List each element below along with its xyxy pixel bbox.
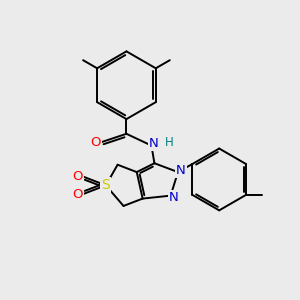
Text: O: O [72, 188, 83, 201]
Text: O: O [72, 170, 83, 183]
Text: N: N [169, 190, 178, 204]
Text: S: S [101, 178, 110, 192]
Text: H: H [165, 136, 173, 148]
Text: O: O [90, 136, 101, 149]
Text: N: N [149, 137, 159, 150]
Text: N: N [176, 164, 186, 177]
